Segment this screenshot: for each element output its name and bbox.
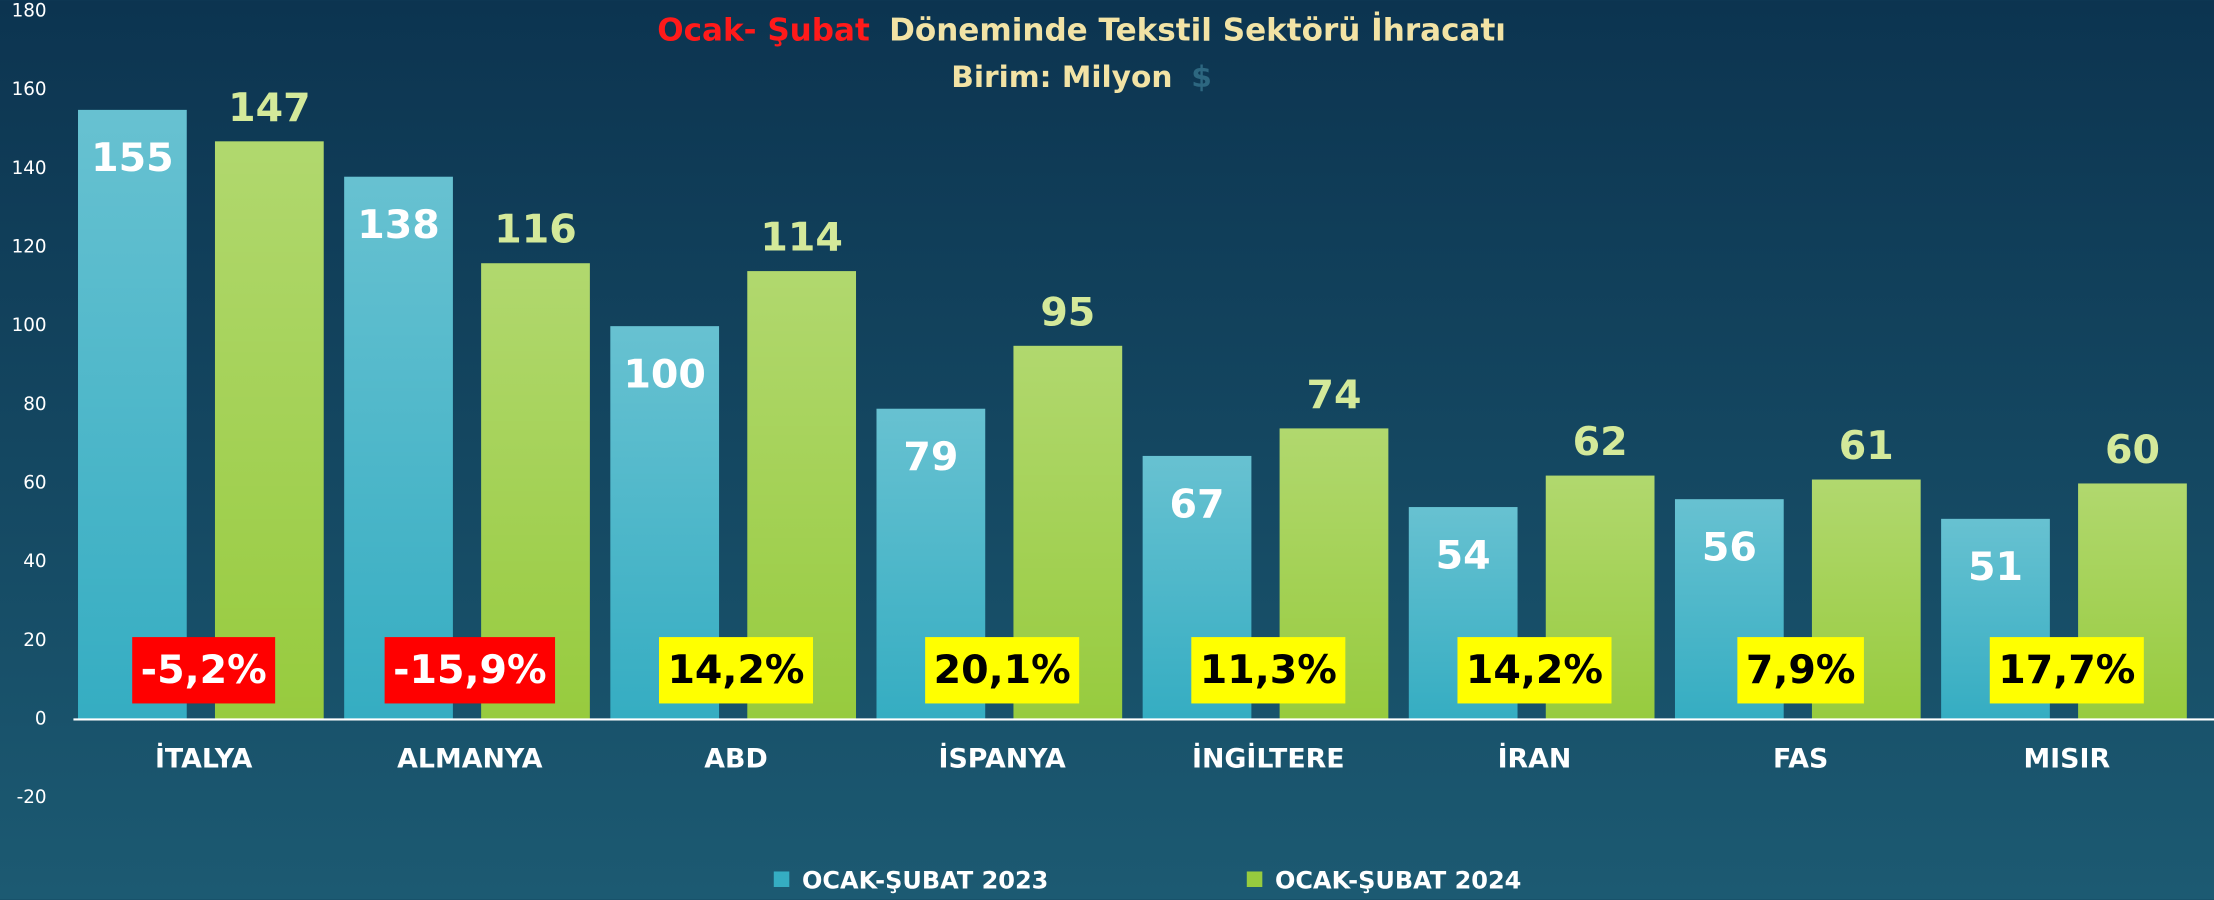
change-box <box>132 637 276 704</box>
data-label: 114 <box>760 215 842 261</box>
change-label: 20,1% <box>934 647 1071 693</box>
subtitle-text: Birim: Milyon <box>951 58 1172 93</box>
y-tick-label: 60 <box>23 472 46 493</box>
data-label: 67 <box>1170 481 1225 527</box>
data-label: 62 <box>1573 419 1628 465</box>
data-label: 95 <box>1040 289 1095 335</box>
data-label: 56 <box>1702 525 1757 571</box>
data-label: 54 <box>1436 532 1491 578</box>
change-label: 11,3% <box>1200 647 1337 693</box>
change-box <box>384 637 556 704</box>
subtitle: Birim: Milyon $ <box>951 58 1212 93</box>
legend-swatch <box>1246 871 1263 888</box>
title-text: Döneminde Tekstil Sektörü İhracatı <box>889 10 1506 48</box>
title-highlight: Ocak- Şubat <box>657 12 870 48</box>
data-label: 61 <box>1839 423 1894 469</box>
bar-shine <box>78 109 187 720</box>
subtitle-unit: $ <box>1191 58 1212 93</box>
x-tick-label: İNGİLTERE <box>1192 742 1345 774</box>
x-tick-label: İSPANYA <box>939 742 1067 774</box>
y-tick-label: 20 <box>23 630 46 651</box>
change-label: -15,9% <box>393 647 547 693</box>
data-label: 74 <box>1306 372 1361 418</box>
bar-shine <box>214 141 324 720</box>
legend-swatch <box>773 871 790 888</box>
bar-shine <box>344 176 453 720</box>
change-label: 14,2% <box>667 647 804 693</box>
change-box <box>658 637 814 704</box>
x-tick-label: İTALYA <box>155 742 253 774</box>
data-label: 155 <box>91 135 174 181</box>
chart-title: Ocak- Şubat Döneminde Tekstil Sektörü İh… <box>657 10 1506 48</box>
y-tick-label: -20 <box>17 787 47 808</box>
change-box <box>1737 637 1864 704</box>
y-tick-label: 100 <box>12 315 47 336</box>
data-label: 100 <box>623 352 706 398</box>
x-tick-label: ABD <box>704 743 767 774</box>
legend-label: OCAK-ŞUBAT 2024 <box>1275 866 1521 894</box>
y-tick-label: 180 <box>12 1 47 22</box>
y-tick-label: 160 <box>12 79 47 100</box>
x-tick-label: İRAN <box>1498 742 1572 774</box>
y-tick-label: 80 <box>23 394 46 415</box>
change-box <box>925 637 1080 704</box>
y-tick-label: 40 <box>23 551 46 572</box>
data-label: 116 <box>494 207 577 253</box>
y-tick-label: 0 <box>35 708 47 729</box>
change-box <box>1191 637 1346 704</box>
y-tick-label: 140 <box>12 158 47 179</box>
change-label: -5,2% <box>141 647 267 693</box>
change-label: 14,2% <box>1466 647 1603 693</box>
data-label: 138 <box>357 202 440 248</box>
data-label: 79 <box>903 434 958 480</box>
change-label: 17,7% <box>1998 647 2135 693</box>
data-label: 51 <box>1968 544 2023 590</box>
x-tick-label: MISIR <box>2024 743 2111 774</box>
x-tick-label: ALMANYA <box>397 743 543 774</box>
change-box <box>1457 637 1612 704</box>
change-label: 7,9% <box>1746 647 1856 693</box>
data-label: 60 <box>2105 427 2160 473</box>
x-tick-label: FAS <box>1773 743 1828 774</box>
y-tick-label: 120 <box>12 237 47 258</box>
data-label: 147 <box>228 85 311 131</box>
change-box <box>1989 637 2144 704</box>
legend-label: OCAK-ŞUBAT 2023 <box>802 866 1048 894</box>
